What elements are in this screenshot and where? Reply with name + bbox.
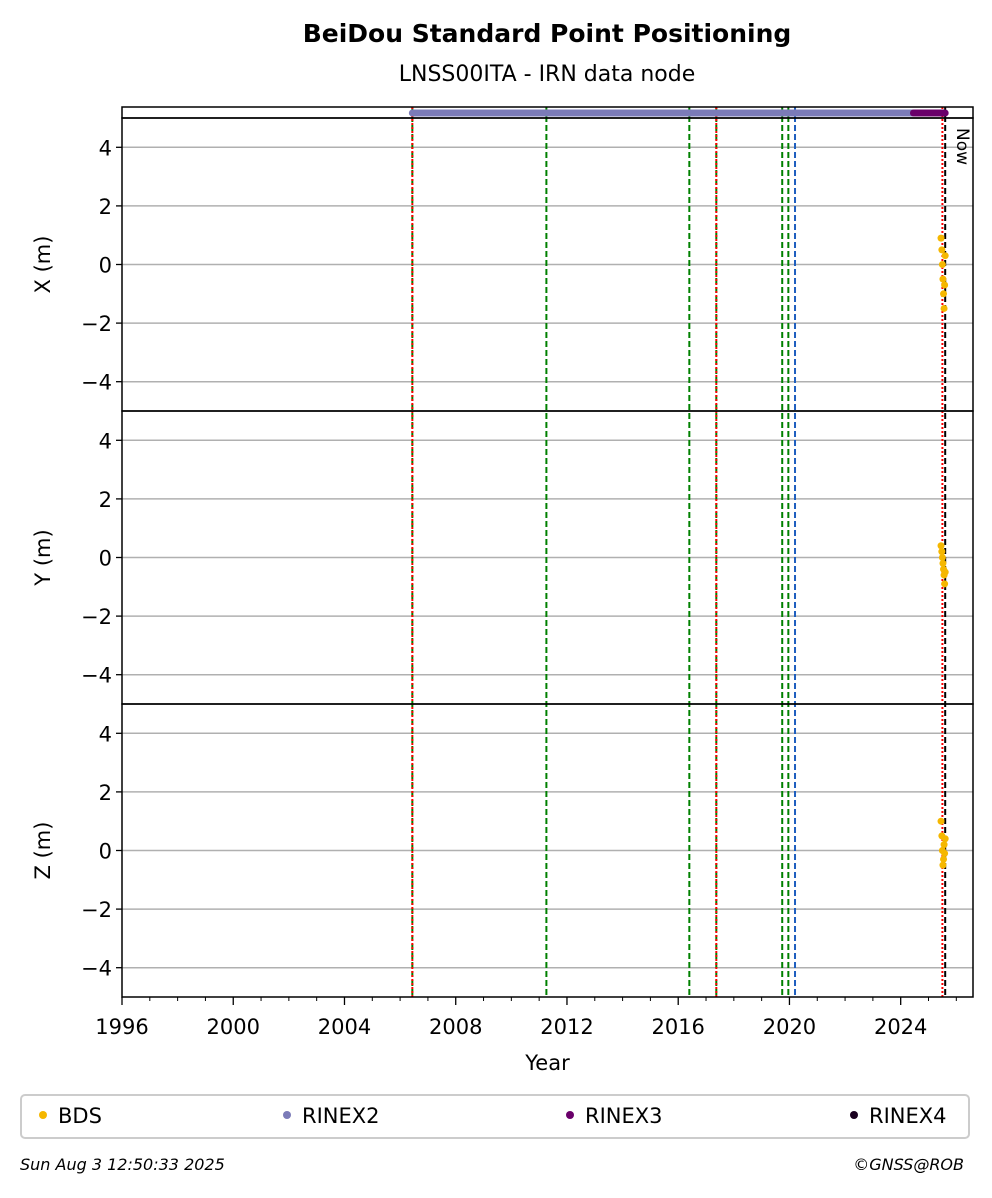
chart-title: BeiDou Standard Point Positioning <box>303 19 792 48</box>
data-point <box>941 281 949 289</box>
y-tick-label: −4 <box>81 957 112 981</box>
legend-marker <box>39 1111 47 1119</box>
footnote-date: Sun Aug 3 12:50:33 2025 <box>20 1155 225 1174</box>
data-point <box>939 275 947 283</box>
footnote-copyright: ©GNSS@ROB <box>853 1155 964 1174</box>
data-point <box>940 841 948 849</box>
y-axis-label: X (m) <box>31 236 55 294</box>
y-axis-label: Z (m) <box>31 822 55 880</box>
x-tick-label: 2008 <box>429 1015 482 1039</box>
y-tick-label: −4 <box>81 371 112 395</box>
y-tick-label: 0 <box>99 840 112 864</box>
data-point <box>937 817 945 825</box>
x-tick-label: 2024 <box>874 1015 927 1039</box>
y-tick-label: −2 <box>81 898 112 922</box>
x-tick-label: 2004 <box>318 1015 371 1039</box>
y-tick-label: 4 <box>99 429 112 453</box>
data-point <box>938 548 946 556</box>
x-tick-label: 2000 <box>207 1015 260 1039</box>
event-label: Now <box>952 128 972 165</box>
data-point <box>941 568 949 576</box>
data-point <box>940 304 948 312</box>
legend-label: BDS <box>58 1104 102 1128</box>
panel-frame <box>121 703 974 998</box>
legend-label: RINEX3 <box>585 1104 663 1128</box>
x-axis-label: Year <box>524 1051 570 1075</box>
data-point <box>940 855 948 863</box>
y-tick-label: −2 <box>81 312 112 336</box>
y-axis-label: Y (m) <box>31 529 55 586</box>
y-tick-label: 4 <box>99 722 112 746</box>
data-point <box>937 542 945 550</box>
data-point <box>938 246 946 254</box>
legend-marker <box>850 1111 858 1119</box>
data-point <box>939 861 947 869</box>
y-tick-label: 0 <box>99 547 112 571</box>
x-tick-label: 2012 <box>540 1015 593 1039</box>
chart-subtitle: LNSS00ITA - IRN data node <box>399 62 696 87</box>
data-point <box>937 234 945 242</box>
data-point <box>940 290 948 298</box>
x-tick-label: 2016 <box>651 1015 704 1039</box>
y-tick-label: 2 <box>99 195 112 219</box>
legend-marker <box>566 1111 574 1119</box>
legend-label: RINEX4 <box>869 1104 947 1128</box>
data-point <box>941 849 949 857</box>
x-tick-label: 2020 <box>763 1015 816 1039</box>
legend-label: RINEX2 <box>302 1104 380 1128</box>
data-point <box>941 835 949 843</box>
y-tick-label: −4 <box>81 664 112 688</box>
data-point <box>939 559 947 567</box>
y-tick-label: 0 <box>99 254 112 278</box>
y-tick-label: 4 <box>99 136 112 160</box>
data-point <box>941 252 949 260</box>
legend-box <box>20 1094 970 1139</box>
x-tick-label: 1996 <box>95 1015 148 1039</box>
y-tick-label: −2 <box>81 605 112 629</box>
data-point <box>938 261 946 268</box>
y-tick-label: 2 <box>99 781 112 805</box>
data-point <box>941 580 949 588</box>
legend-marker <box>283 1111 291 1119</box>
data-point <box>938 554 946 561</box>
y-tick-label: 2 <box>99 488 112 512</box>
